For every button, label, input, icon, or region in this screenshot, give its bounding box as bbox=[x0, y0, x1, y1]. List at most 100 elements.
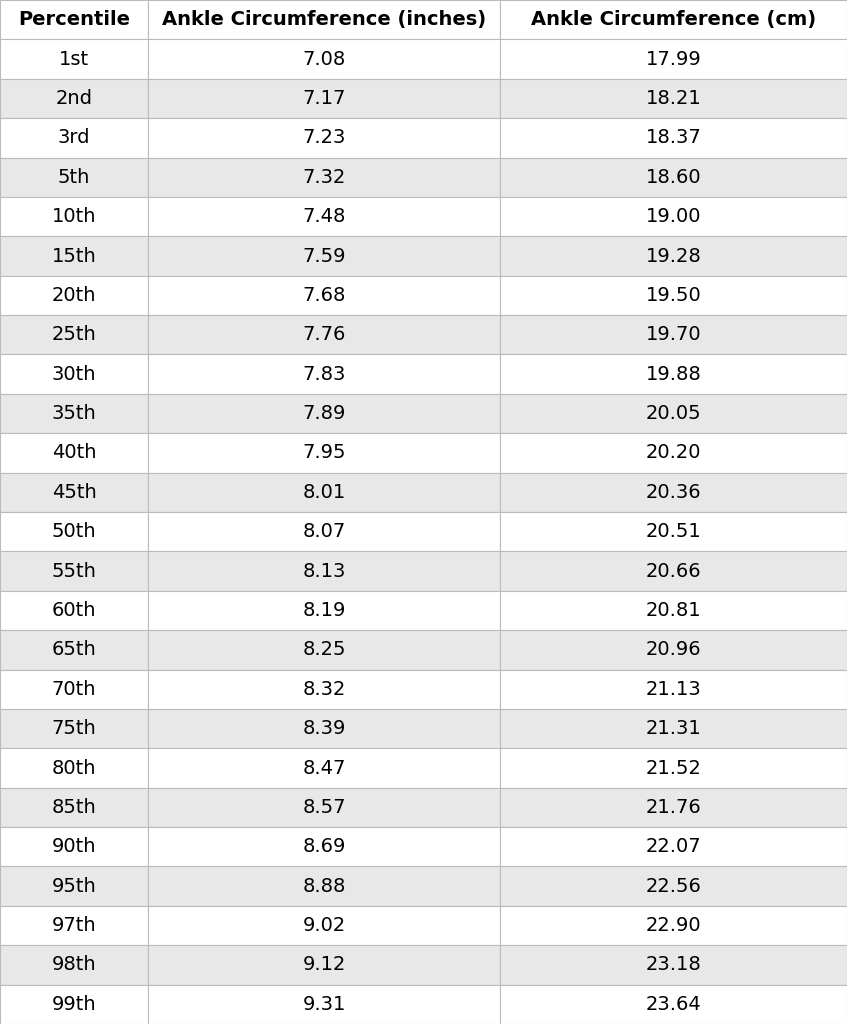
Text: 20.05: 20.05 bbox=[645, 404, 701, 423]
Bar bbox=[0, 551, 148, 591]
Bar bbox=[148, 315, 500, 354]
Bar bbox=[500, 630, 847, 670]
Text: 19.50: 19.50 bbox=[645, 286, 701, 305]
Bar bbox=[148, 945, 500, 985]
Bar bbox=[0, 787, 148, 827]
Bar bbox=[0, 39, 148, 79]
Bar bbox=[148, 354, 500, 394]
Text: 19.70: 19.70 bbox=[645, 326, 701, 344]
Bar bbox=[148, 39, 500, 79]
Bar bbox=[148, 0, 500, 39]
Text: 10th: 10th bbox=[52, 207, 97, 226]
Bar bbox=[148, 630, 500, 670]
Bar bbox=[148, 473, 500, 512]
Text: 8.47: 8.47 bbox=[302, 759, 346, 777]
Text: 20.36: 20.36 bbox=[645, 482, 701, 502]
Text: 17.99: 17.99 bbox=[645, 49, 701, 69]
Text: 7.23: 7.23 bbox=[302, 128, 346, 147]
Text: 20.66: 20.66 bbox=[645, 561, 701, 581]
Text: 8.88: 8.88 bbox=[302, 877, 346, 896]
Bar bbox=[500, 906, 847, 945]
Bar bbox=[0, 709, 148, 749]
Text: 8.32: 8.32 bbox=[302, 680, 346, 698]
Bar bbox=[500, 591, 847, 630]
Bar bbox=[148, 709, 500, 749]
Text: 7.59: 7.59 bbox=[302, 247, 346, 265]
Text: 22.56: 22.56 bbox=[645, 877, 701, 896]
Bar bbox=[148, 237, 500, 275]
Bar bbox=[500, 749, 847, 787]
Bar bbox=[500, 197, 847, 237]
Text: 97th: 97th bbox=[52, 916, 97, 935]
Bar bbox=[148, 749, 500, 787]
Bar bbox=[0, 0, 148, 39]
Text: 8.07: 8.07 bbox=[302, 522, 346, 542]
Bar bbox=[0, 79, 148, 118]
Text: 65th: 65th bbox=[52, 640, 97, 659]
Text: 21.76: 21.76 bbox=[645, 798, 701, 817]
Text: 50th: 50th bbox=[52, 522, 97, 542]
Text: 8.39: 8.39 bbox=[302, 719, 346, 738]
Text: 40th: 40th bbox=[52, 443, 97, 463]
Text: 8.19: 8.19 bbox=[302, 601, 346, 620]
Text: 20.51: 20.51 bbox=[645, 522, 701, 542]
Bar bbox=[500, 158, 847, 197]
Text: 3rd: 3rd bbox=[58, 128, 91, 147]
Bar bbox=[0, 315, 148, 354]
Bar bbox=[500, 237, 847, 275]
Bar bbox=[148, 118, 500, 158]
Bar bbox=[0, 197, 148, 237]
Text: 60th: 60th bbox=[52, 601, 97, 620]
Text: 9.02: 9.02 bbox=[302, 916, 346, 935]
Bar bbox=[148, 275, 500, 315]
Bar bbox=[148, 906, 500, 945]
Text: 7.76: 7.76 bbox=[302, 326, 346, 344]
Text: Percentile: Percentile bbox=[18, 10, 130, 30]
Bar bbox=[500, 827, 847, 866]
Text: 35th: 35th bbox=[52, 404, 97, 423]
Text: 7.83: 7.83 bbox=[302, 365, 346, 384]
Text: 7.08: 7.08 bbox=[302, 49, 346, 69]
Bar bbox=[0, 630, 148, 670]
Text: 8.69: 8.69 bbox=[302, 838, 346, 856]
Text: 9.31: 9.31 bbox=[302, 994, 346, 1014]
Text: 21.13: 21.13 bbox=[645, 680, 701, 698]
Bar bbox=[500, 315, 847, 354]
Text: Ankle Circumference (inches): Ankle Circumference (inches) bbox=[162, 10, 486, 30]
Text: 2nd: 2nd bbox=[56, 89, 92, 108]
Text: 99th: 99th bbox=[52, 994, 97, 1014]
Text: 7.32: 7.32 bbox=[302, 168, 346, 186]
Bar bbox=[0, 275, 148, 315]
Text: 8.13: 8.13 bbox=[302, 561, 346, 581]
Text: 7.89: 7.89 bbox=[302, 404, 346, 423]
Text: 95th: 95th bbox=[52, 877, 97, 896]
Bar bbox=[148, 985, 500, 1024]
Bar bbox=[0, 906, 148, 945]
Bar bbox=[500, 275, 847, 315]
Bar bbox=[0, 473, 148, 512]
Text: 9.12: 9.12 bbox=[302, 955, 346, 975]
Text: 19.88: 19.88 bbox=[645, 365, 701, 384]
Text: 18.37: 18.37 bbox=[645, 128, 701, 147]
Text: 15th: 15th bbox=[52, 247, 97, 265]
Bar bbox=[500, 39, 847, 79]
Text: 20.96: 20.96 bbox=[645, 640, 701, 659]
Bar bbox=[0, 985, 148, 1024]
Bar bbox=[500, 551, 847, 591]
Text: 7.48: 7.48 bbox=[302, 207, 346, 226]
Bar bbox=[500, 118, 847, 158]
Text: 1st: 1st bbox=[59, 49, 89, 69]
Text: 5th: 5th bbox=[58, 168, 91, 186]
Bar bbox=[500, 709, 847, 749]
Text: 21.31: 21.31 bbox=[645, 719, 701, 738]
Bar bbox=[500, 512, 847, 551]
Text: 20.81: 20.81 bbox=[645, 601, 701, 620]
Text: 20.20: 20.20 bbox=[645, 443, 701, 463]
Bar bbox=[148, 827, 500, 866]
Bar bbox=[500, 670, 847, 709]
Bar bbox=[0, 670, 148, 709]
Bar bbox=[0, 237, 148, 275]
Text: 19.28: 19.28 bbox=[645, 247, 701, 265]
Text: 80th: 80th bbox=[52, 759, 97, 777]
Bar bbox=[500, 354, 847, 394]
